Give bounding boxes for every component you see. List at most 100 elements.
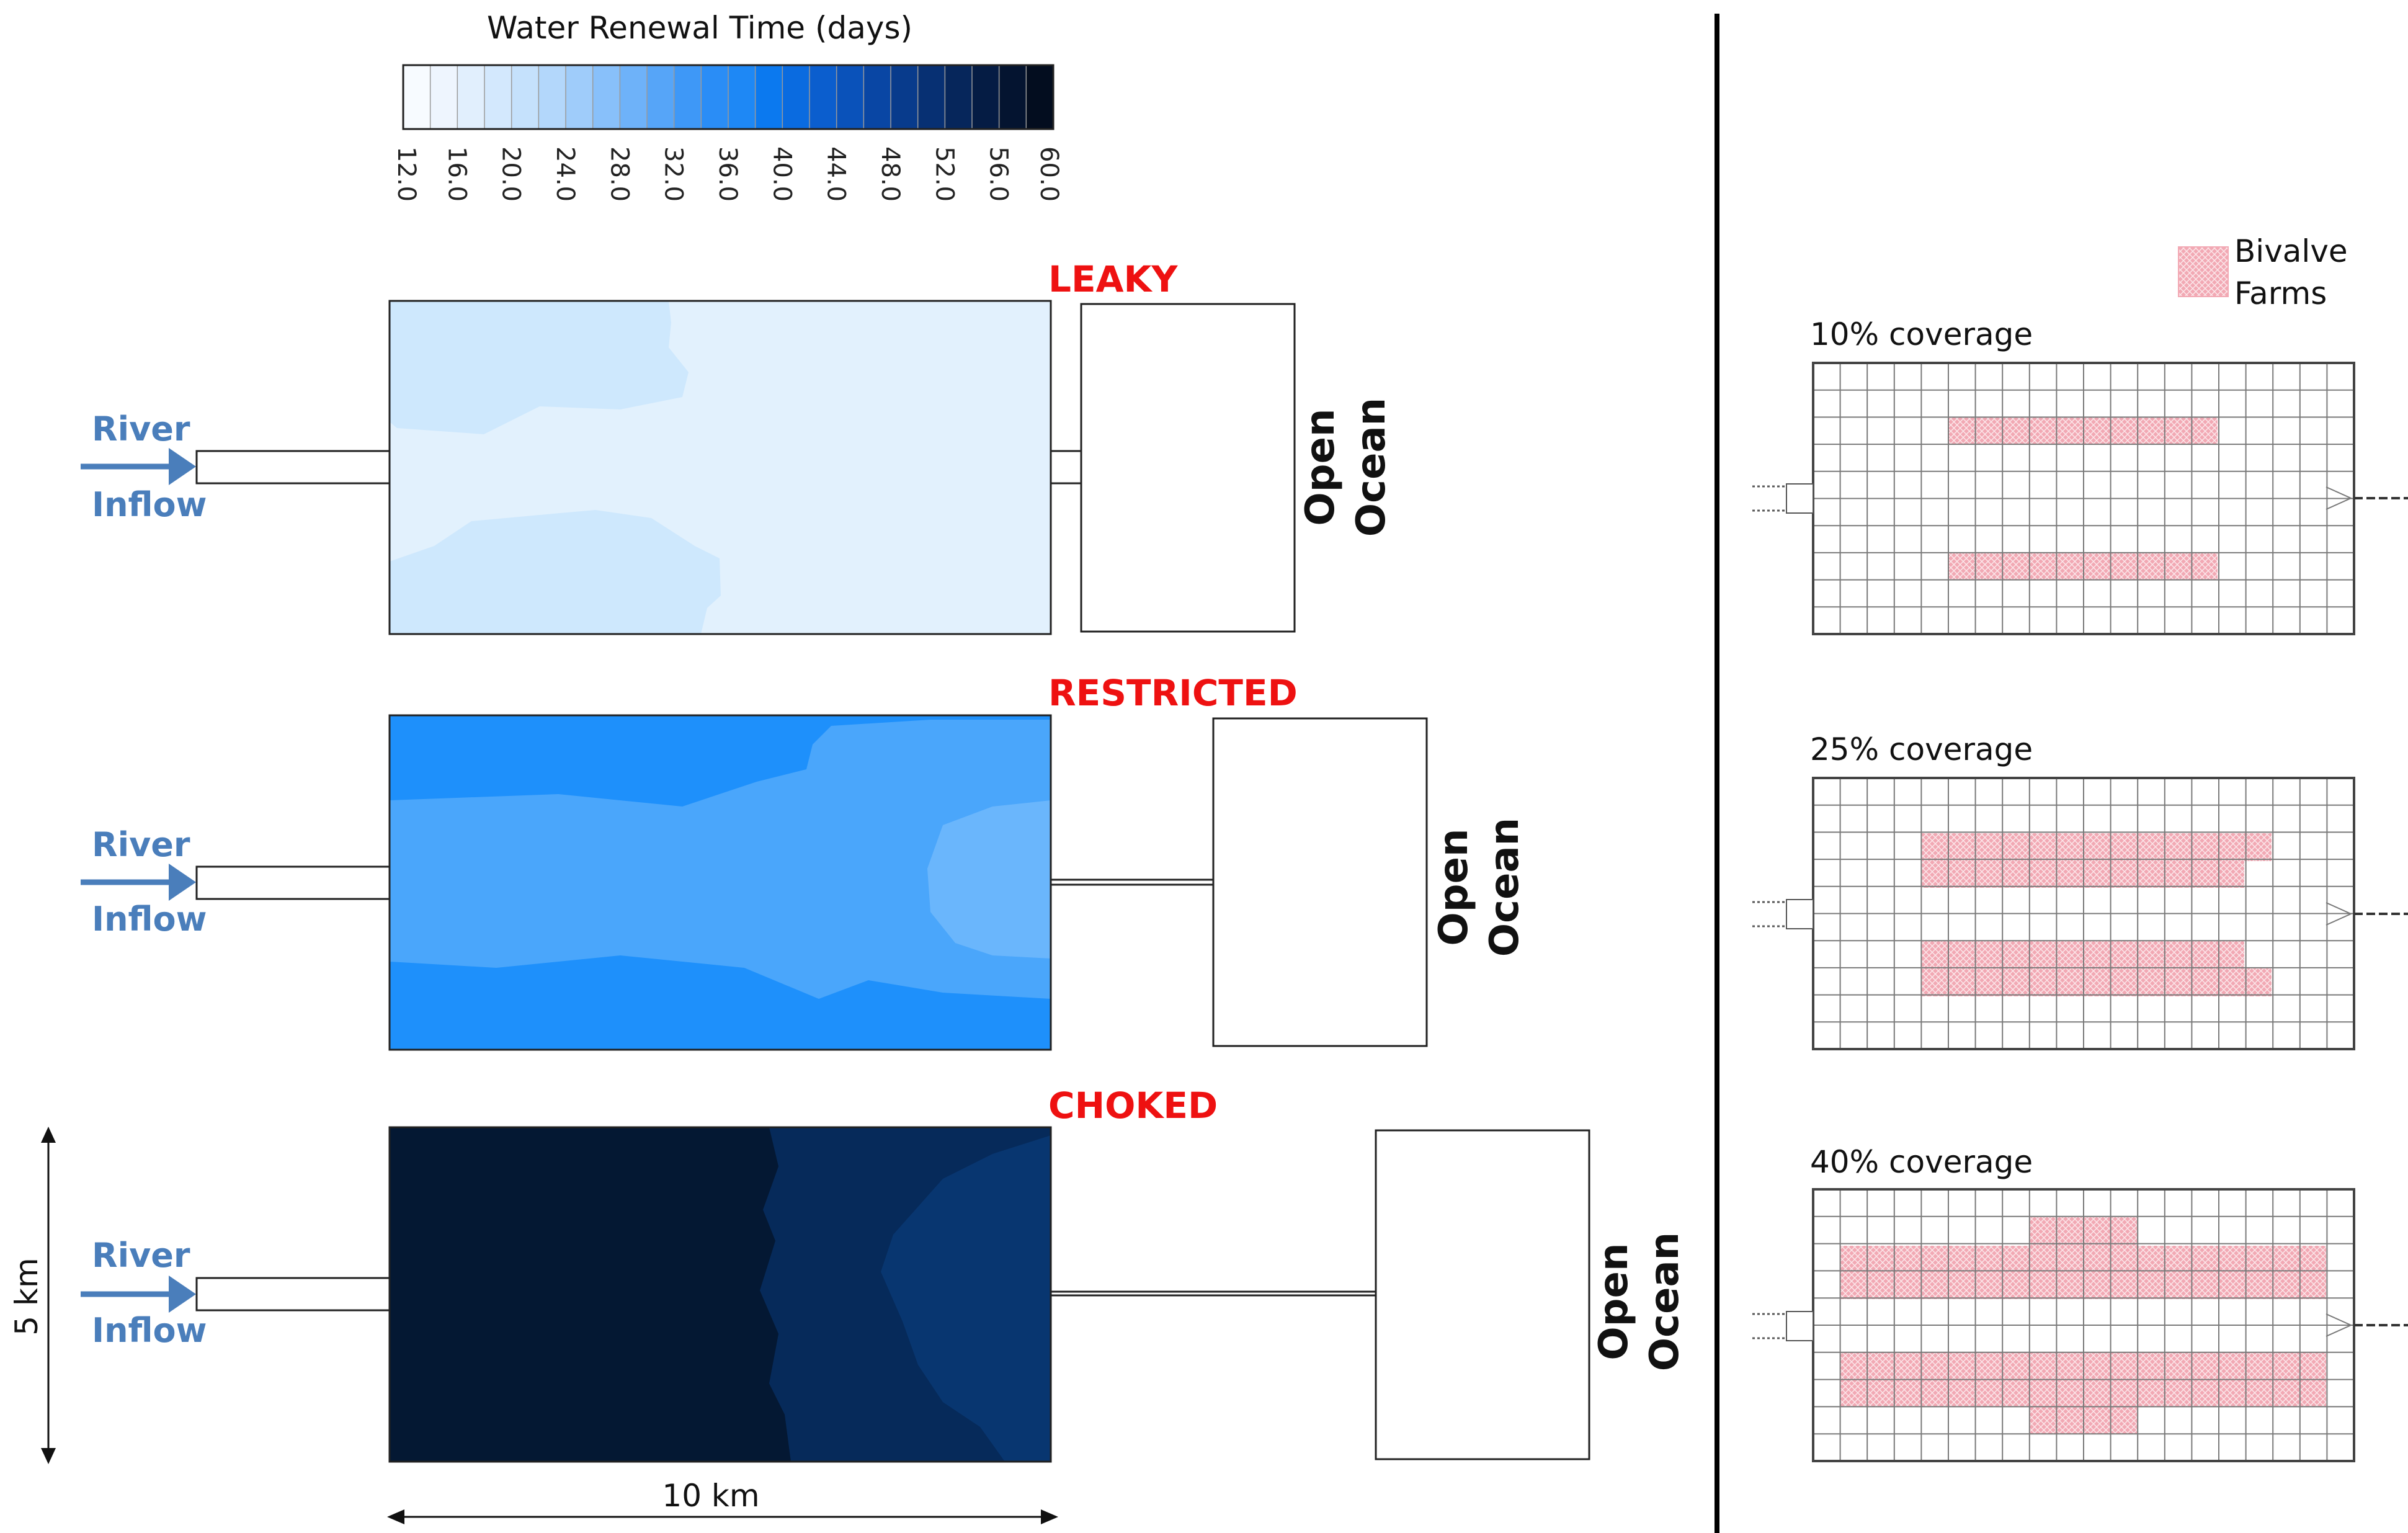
colorbar-tick-label: 16.0: [442, 146, 471, 202]
scenario-leaky: LEAKY Open Ocean River Inflow: [81, 258, 1394, 635]
grid-lines: [1813, 1189, 2354, 1461]
colorbar-cell: [457, 65, 486, 130]
colorbar-tick-labels: 12.0 16.0 20.0 24.0 28.0 32.0 36.0 40.0 44.0 48.0…: [392, 146, 1063, 202]
scale-width: 10 km: [387, 1478, 1058, 1524]
colorbar-cell: [998, 65, 1027, 130]
ocean-box: [1212, 717, 1428, 1047]
colorbar-cell: [619, 65, 648, 130]
ocean-label-open: Open: [1591, 1243, 1637, 1360]
grid-outlet: [2326, 902, 2408, 926]
farm-grid: [1812, 777, 2355, 1050]
farm-grid: [1812, 362, 2355, 635]
colorbar-cell: [1025, 65, 1055, 130]
river-arrow-icon: [81, 448, 196, 485]
colorbar-tick-label: 52.0: [930, 146, 958, 202]
colorbar-tick-label: 24.0: [551, 146, 579, 202]
grid-outlet: [2326, 1313, 2408, 1337]
colorbar-cell: [890, 65, 919, 130]
grid-lines: [1813, 778, 2354, 1049]
coverage-10: 10% coverage: [1752, 316, 2408, 635]
scenario-restricted: RESTRICTED Open Ocean River Inflow: [81, 672, 1528, 1051]
colorbar-cell: [917, 65, 946, 130]
colorbar-cell: [782, 65, 811, 130]
river-label: River: [92, 1236, 190, 1275]
colorbar-cell: [646, 65, 675, 130]
coverage-label: 25% coverage: [1810, 731, 2033, 767]
colorbar-tick-label: 48.0: [876, 146, 904, 202]
tidal-channel: [1050, 878, 1215, 886]
grid-outlet: [2326, 486, 2408, 510]
farm-legend-line1: Bivalve: [2234, 233, 2348, 269]
colorbar-tick-label: 12.0: [392, 146, 421, 202]
colorbar-cell: [944, 65, 973, 130]
colorbar-tick-label: 44.0: [822, 146, 850, 202]
colorbar-tick-label: 32.0: [659, 146, 688, 202]
colorbar-tick-label: 40.0: [767, 146, 796, 202]
river-channel: [195, 450, 392, 485]
colorbar-cell: [565, 65, 594, 130]
colorbar-cell: [538, 65, 567, 130]
lagoon-basin: [388, 300, 1052, 635]
ocean-label-ocean: Ocean: [1349, 398, 1394, 537]
farm-block: [1922, 968, 2272, 996]
inflow-label: Inflow: [92, 1311, 207, 1350]
colorbar-cell: [484, 65, 512, 130]
coverage-label: 40% coverage: [1810, 1144, 2033, 1180]
tidal-channel: [1050, 1290, 1377, 1297]
ocean-box: [1080, 303, 1296, 633]
scale-height: 5 km: [9, 1127, 56, 1464]
inflow-label: Inflow: [92, 485, 207, 524]
colorbar-frame: [402, 64, 1055, 130]
lagoon-basin: [388, 1126, 1052, 1463]
colorbar-cell: [728, 65, 756, 130]
colorbar-tick-label: 60.0: [1035, 146, 1063, 202]
coverage-25: 25% coverage: [1752, 731, 2408, 1050]
colorbar-cell: [754, 65, 783, 130]
ocean-label-ocean: Ocean: [1482, 818, 1528, 957]
tidal-inlet: [1051, 304, 1082, 632]
colorbar-cell: [429, 65, 458, 130]
grid-inlet: [1752, 483, 1814, 514]
colorbar-cell: [403, 65, 431, 130]
lagoon-basin: [388, 714, 1052, 1051]
ocean-label-ocean: Ocean: [1642, 1232, 1688, 1372]
scenario-label: CHOKED: [1048, 1084, 1218, 1127]
ocean-label-open: Open: [1298, 408, 1344, 525]
ocean-label-open: Open: [1431, 828, 1477, 945]
colorbar-title: Water Renewal Time (days): [487, 10, 912, 46]
river-label: River: [92, 409, 190, 449]
colorbar-cell: [673, 65, 702, 130]
ocean-box: [1375, 1129, 1590, 1460]
river-channel: [195, 865, 392, 900]
colorbar-cell: [511, 65, 540, 130]
colorbar-cell: [863, 65, 892, 130]
farm-legend-swatch: [2178, 246, 2229, 297]
scenario-label: LEAKY: [1048, 258, 1178, 300]
grid-lines: [1813, 363, 2354, 634]
scale-width-label: 10 km: [662, 1478, 759, 1514]
colorbar-tick-label: 56.0: [984, 146, 1013, 202]
colorbar-tick-label: 20.0: [497, 146, 525, 202]
grid-inlet: [1752, 899, 1814, 929]
farm-legend-line2: Farms: [2234, 275, 2327, 311]
river-arrow-icon: [81, 864, 196, 901]
farm-legend: Bivalve Farms: [2178, 233, 2348, 311]
scenario-choked: CHOKED Open Ocean River Inflow: [81, 1084, 1688, 1463]
colorbar-cell: [700, 65, 729, 130]
grid-inlet: [1752, 1311, 1814, 1341]
farm-block: [1922, 833, 2272, 861]
river-arrow-icon: [81, 1276, 196, 1313]
colorbar-tick-label: 36.0: [713, 146, 742, 202]
colorbar-cells: [403, 65, 1055, 130]
river-channel: [195, 1277, 392, 1312]
colorbar-cell: [836, 65, 865, 130]
coverage-label: 10% coverage: [1810, 316, 2033, 352]
inflow-label: Inflow: [92, 900, 207, 939]
colorbar-cell: [971, 65, 1000, 130]
river-label: River: [92, 825, 190, 864]
colorbar: Water Renewal Time (days) 12.0 16.0 20.0 24…: [392, 10, 1063, 202]
colorbar-cell: [592, 65, 621, 130]
scenario-label: RESTRICTED: [1048, 672, 1298, 714]
coverage-40: 40% coverage: [1752, 1144, 2408, 1462]
